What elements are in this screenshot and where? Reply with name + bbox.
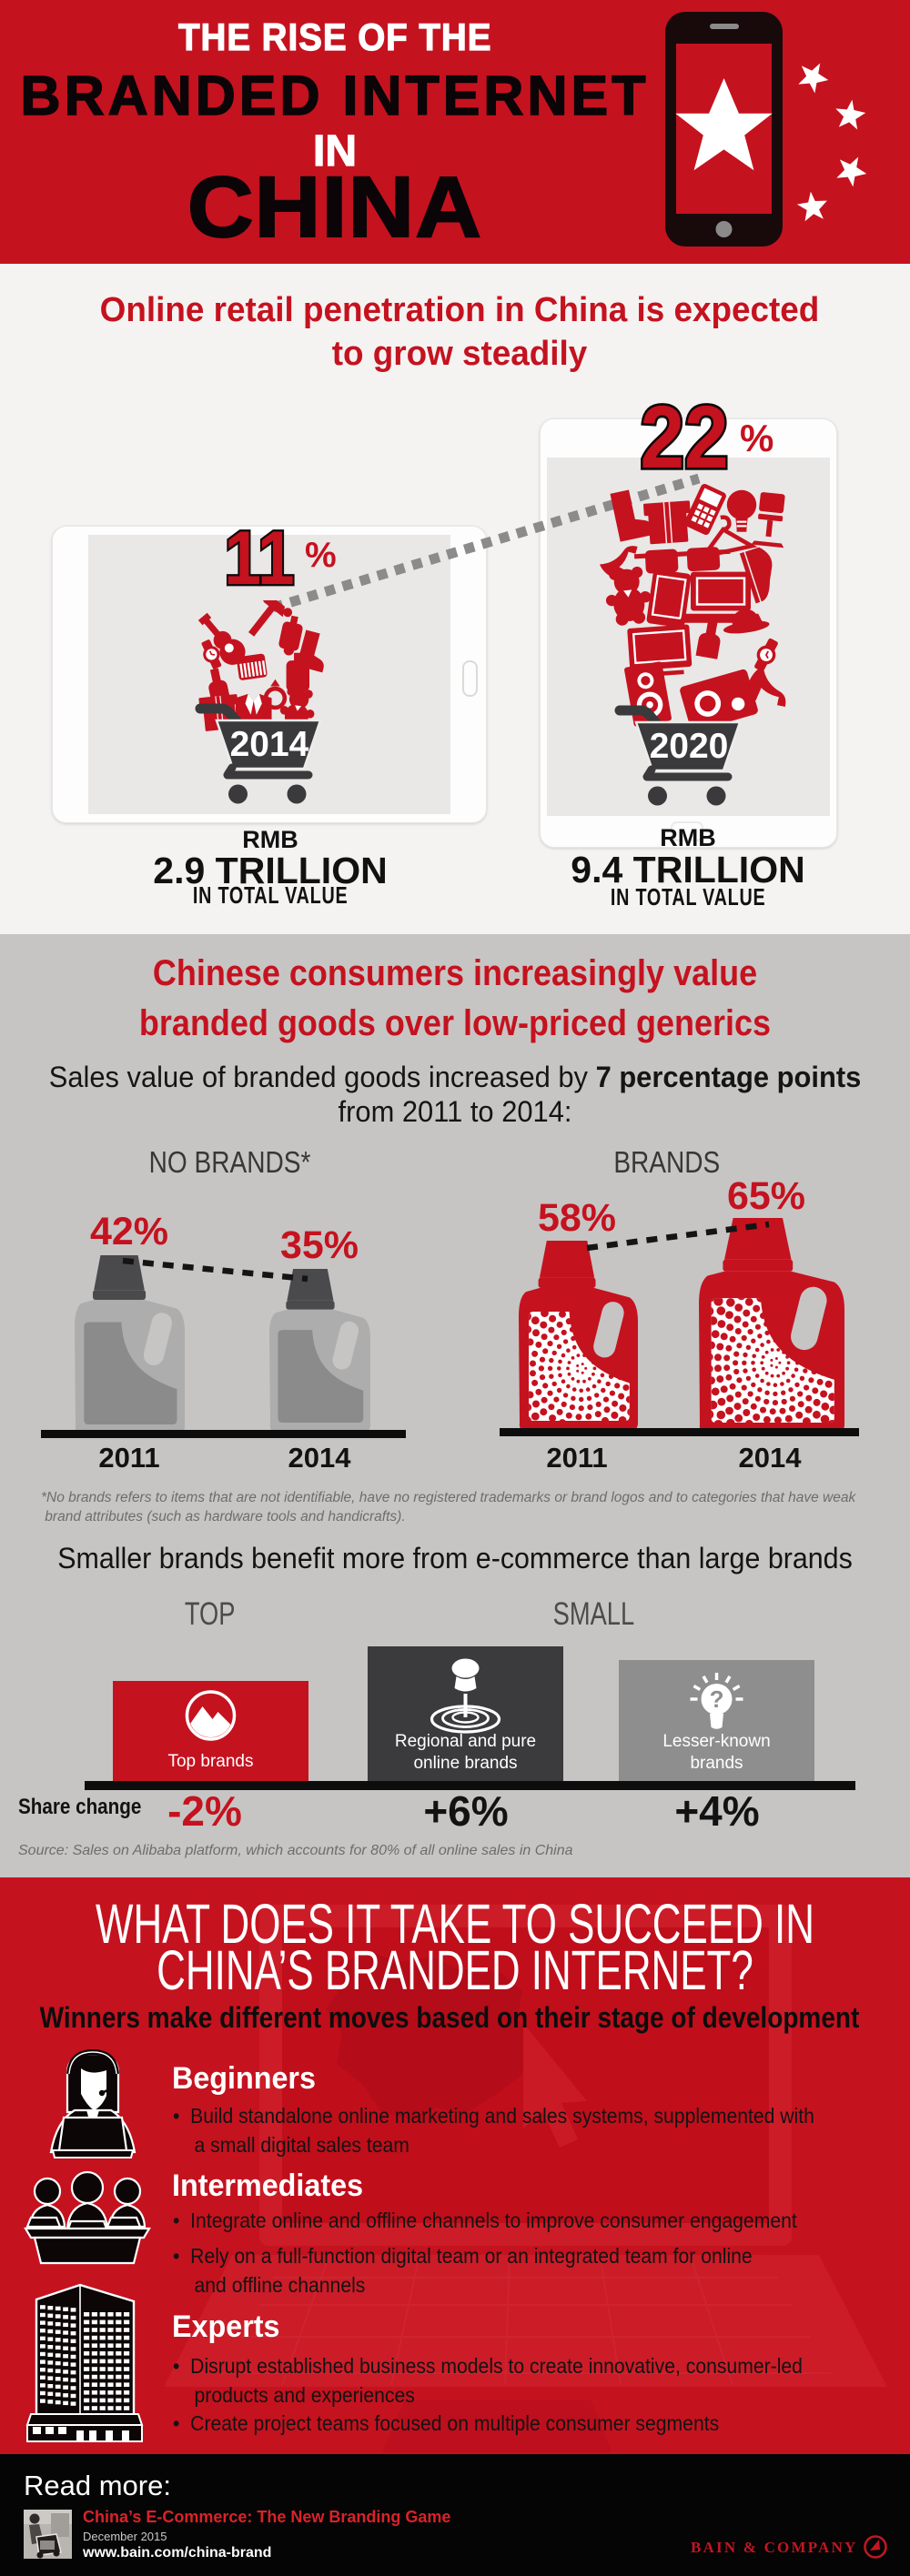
svg-text:22: 22 xyxy=(640,387,728,482)
svg-text:%: % xyxy=(740,417,774,459)
svg-text:11: 11 xyxy=(224,515,294,600)
svg-text:2020: 2020 xyxy=(650,727,729,766)
svg-text:?: ? xyxy=(710,1685,724,1713)
svg-text:%: % xyxy=(305,536,337,575)
svg-text:2014: 2014 xyxy=(230,725,309,764)
